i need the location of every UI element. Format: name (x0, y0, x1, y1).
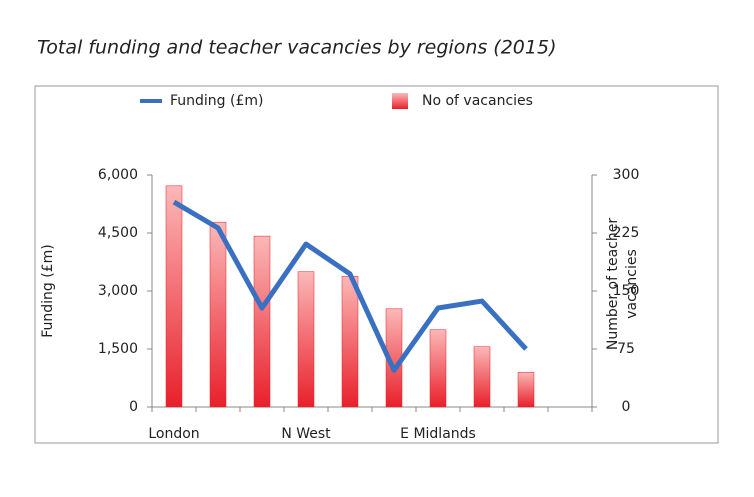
x-tick-label: E Midlands (400, 426, 476, 442)
line (172, 199, 528, 373)
y-tick-label: 4,500 (98, 225, 138, 241)
x-tick-label: N West (281, 426, 331, 442)
x-tick-label: London (148, 426, 199, 442)
y-tick-label: 1,500 (98, 341, 138, 357)
y-tick-label: 0 (129, 399, 138, 415)
y2-tick-label: 150 (613, 283, 640, 299)
bar (341, 276, 359, 408)
y-axis-label: Funding (£m) (40, 244, 56, 338)
bar (473, 346, 491, 408)
y2-tick-label: 225 (613, 225, 640, 241)
chart-frame (34, 85, 719, 444)
y2-axis-label: Number of teacher vacancies (605, 217, 640, 351)
y2-tick-label: 0 (622, 399, 631, 415)
bar (165, 185, 183, 408)
legend-label: No of vacancies (422, 93, 533, 109)
bar (429, 329, 447, 408)
bar (209, 221, 227, 408)
legend-swatch (392, 93, 408, 109)
legend-label: Funding (£m) (170, 93, 264, 109)
y2-tick-label: 300 (613, 167, 640, 183)
bar (517, 371, 535, 408)
y2-tick-label: 75 (617, 341, 635, 357)
chart-title: Total funding and teacher vacancies by r… (37, 37, 557, 59)
bar (297, 271, 315, 408)
bar (253, 235, 271, 408)
y-tick-label: 6,000 (98, 167, 138, 183)
y-tick-label: 3,000 (98, 283, 138, 299)
